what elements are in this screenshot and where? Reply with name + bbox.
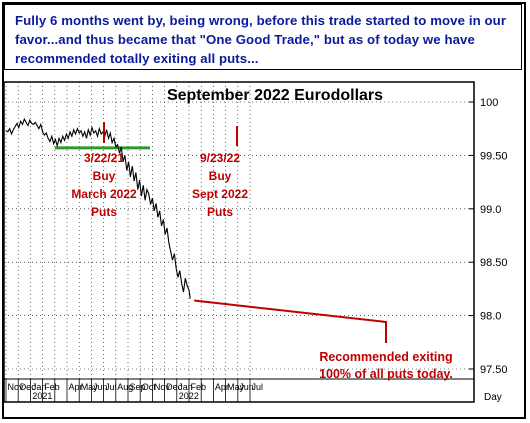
x-year-label: 2022	[179, 391, 199, 401]
x-tick-label: Jan	[178, 382, 193, 392]
annotation-text: Buy	[209, 169, 232, 183]
x-tick-label: Jul	[105, 382, 117, 392]
y-axis: 100 99.50 99.0 98.50 98.0 97.50	[469, 97, 508, 376]
y-tick-label: 98.0	[480, 311, 501, 323]
x-tick-label: Jun	[93, 382, 108, 392]
x-tick-label: Dec	[166, 382, 183, 392]
x-tick-label: Apr	[215, 382, 229, 392]
x-tick-label: Nov	[8, 382, 25, 392]
x-tick-label: Feb	[191, 382, 207, 392]
x-tick-label: Apr	[69, 382, 83, 392]
x-year-label: 2021	[32, 391, 52, 401]
x-tick-label: Jul	[252, 382, 264, 392]
y-tick-label: 97.50	[480, 364, 508, 376]
x-tick-label: Nov	[154, 382, 171, 392]
exit-pointer-line	[194, 299, 387, 343]
figure-frame	[2, 2, 526, 419]
x-tick-label: Jun	[239, 382, 254, 392]
y-tick-label: 98.50	[480, 257, 508, 269]
annotation-text: 100% of all puts today.	[319, 367, 453, 381]
annotation-text: Recommended exiting	[319, 350, 452, 364]
annotation-text: 3/22/21	[84, 151, 124, 165]
y-tick-label: 99.0	[480, 204, 501, 216]
caption-text: Fully 6 months went by, being wrong, bef…	[15, 13, 507, 66]
x-tick-label: Aug	[117, 382, 133, 392]
caption-box: Fully 6 months went by, being wrong, bef…	[4, 4, 522, 70]
annotation-text: Sept 2022	[192, 187, 248, 201]
x-tick-label: Jan	[32, 382, 47, 392]
annotation-text: Puts	[207, 205, 233, 219]
plot-border	[3, 81, 475, 403]
x-tick-label: Sep	[130, 382, 146, 392]
annotation-text: Puts	[91, 205, 117, 219]
x-axis-label: Day	[484, 392, 502, 403]
y-tick-label: 100	[480, 97, 498, 109]
x-tick-label: Feb	[44, 382, 60, 392]
annotation-text: March 2022	[71, 187, 137, 201]
x-tick-label: Oct	[142, 382, 157, 392]
annotation-text: 9/23/22	[200, 151, 240, 165]
annotation-text: Buy	[93, 169, 116, 183]
y-tick-label: 99.50	[480, 150, 508, 162]
x-tick-label: Dec	[20, 382, 37, 392]
x-tick-label: May	[81, 382, 99, 392]
annotations: 3/22/21 Buy March 2022 Puts 9/23/22 Buy Sept 2…	[71, 122, 453, 381]
x-tick-label: May	[227, 382, 245, 392]
grid-lines	[4, 82, 474, 379]
series-line	[5, 117, 191, 299]
chart-title: September 2022 Eurodollars	[167, 87, 383, 104]
